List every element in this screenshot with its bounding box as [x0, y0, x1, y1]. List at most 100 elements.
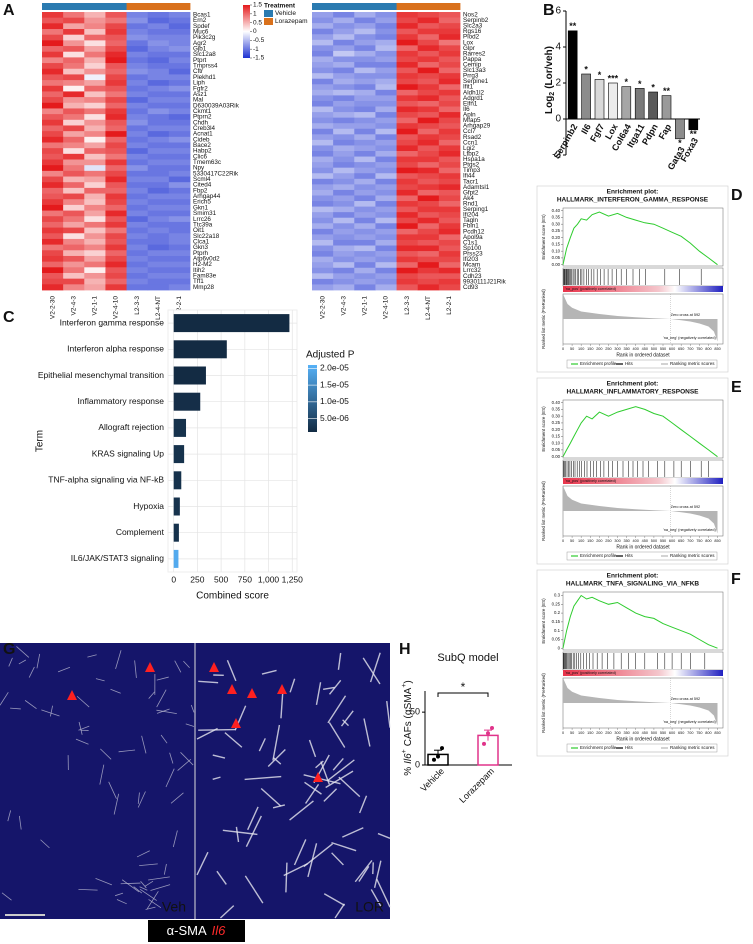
- heatmap-cell: [333, 139, 355, 146]
- heatmap-cell: [375, 251, 397, 258]
- heatmap-cell: [312, 134, 334, 141]
- heatmap-cell: [84, 238, 106, 246]
- heatmap-cell: [312, 178, 334, 185]
- gene-label: Ptprt: [193, 57, 207, 64]
- stain-streak: [8, 657, 13, 667]
- heatmap-cell: [63, 136, 85, 143]
- heatmap-cell: [42, 17, 64, 24]
- heatmap-cell: [417, 267, 440, 274]
- legend-label: Ranking metric scores: [670, 361, 715, 366]
- heatmap-cell: [105, 114, 127, 121]
- gene-label: Cd93: [463, 284, 479, 291]
- heatmap-cell: [417, 245, 440, 252]
- heatmap-cell: [333, 201, 355, 207]
- heatmap-cell: [333, 84, 355, 91]
- heatmap-cell: [375, 228, 397, 235]
- category-label: Epithelial mesenchymal transition: [38, 370, 164, 380]
- heatmap-cell: [168, 284, 191, 291]
- heatmap-cell: [417, 67, 440, 74]
- heatmap-cell: [84, 85, 106, 92]
- heatmap-cell: [42, 159, 64, 166]
- heatmap-cell: [168, 193, 191, 200]
- heatmap-cell: [147, 136, 170, 143]
- gene-label: Ptprh: [193, 250, 209, 257]
- heatmap-cell: [63, 284, 85, 291]
- heatmap-cell: [168, 244, 191, 251]
- colorbar-tick-label: 1: [253, 11, 257, 18]
- metric-area: [563, 486, 718, 534]
- heatmap-cell: [312, 223, 334, 230]
- bar: [608, 82, 618, 120]
- sample-label: L2-4-NT: [425, 296, 432, 320]
- heatmap-cell: [126, 57, 149, 64]
- title: Enrichment plot:: [607, 573, 659, 580]
- heatmap-cell: [126, 29, 149, 36]
- heatmap-cell: [105, 210, 127, 217]
- heatmap-cell: [168, 40, 191, 47]
- bar: [621, 86, 632, 120]
- heatmap-cell: [438, 34, 461, 41]
- y-tick-label: 0.25: [552, 228, 561, 233]
- heatmap-cell: [333, 228, 355, 235]
- es-axis-label: Enrichment score (ES): [541, 406, 546, 452]
- heatmap-cell: [63, 250, 85, 257]
- gene-label: Timp3: [463, 167, 481, 174]
- heatmap-cell: [147, 233, 170, 240]
- annotation: Zero cross at 592: [671, 313, 701, 317]
- heatmap-cell: [438, 206, 461, 213]
- annotation: 'na_pos' (positively correlated): [565, 671, 617, 675]
- heatmap-cell: [396, 234, 419, 241]
- title: Enrichment plot:: [607, 189, 659, 196]
- heatmap-cell: [312, 106, 334, 113]
- es-axis-label: Enrichment score (ES): [541, 598, 546, 644]
- heatmap-cell: [375, 273, 397, 280]
- gene-label: Gjb1: [193, 46, 207, 53]
- category-label: Hypoxia: [133, 501, 164, 511]
- heatmap-cell: [126, 267, 149, 274]
- heatmap-cell: [84, 165, 106, 172]
- rank-colorbar: [563, 286, 723, 292]
- heatmap-cell: [396, 178, 419, 185]
- y-tick-label: 0.40: [552, 400, 561, 405]
- heatmap-cell: [354, 67, 376, 74]
- gene-label: Ifi44: [463, 173, 475, 180]
- x-tick-label: 700: [687, 539, 693, 543]
- x-tick-label: 650: [678, 539, 684, 543]
- heatmap-cell: [312, 217, 334, 224]
- heatmap-cell: [333, 206, 355, 213]
- stain-streak: [325, 770, 354, 789]
- sample-label: L2-3-3: [404, 296, 411, 315]
- heatmap-cell: [84, 193, 106, 200]
- category-label: Lorazepam: [457, 766, 496, 805]
- y-tick-label: 0.40: [552, 208, 561, 213]
- stain-streak: [113, 793, 120, 815]
- heatmap-cell: [147, 199, 170, 206]
- heatmap-cell: [168, 221, 191, 228]
- heatmap-cell: [438, 228, 461, 235]
- heatmap-cell: [417, 45, 440, 52]
- heatmap-cell: [147, 267, 170, 274]
- heatmap-cell: [126, 74, 149, 81]
- heatmap-cell: [42, 193, 64, 200]
- heatmap-cell: [438, 62, 461, 68]
- heatmap-cell: [84, 199, 106, 206]
- x-tick-label: 50: [570, 731, 574, 735]
- gene-label: Serpine1: [463, 78, 489, 85]
- heatmap-cell: [438, 278, 461, 285]
- stain-streak: [148, 691, 155, 699]
- heatmap-cell: [84, 176, 106, 183]
- heatmap-cell: [333, 89, 355, 96]
- heatmap-cell: [126, 68, 149, 75]
- heatmap-cell: [42, 136, 64, 143]
- heatmap-cell: [396, 89, 419, 96]
- category-label: Vehicle: [418, 766, 446, 794]
- heatmap-cell: [375, 212, 397, 219]
- stain-streak: [303, 843, 334, 868]
- heatmap-cell: [126, 119, 149, 126]
- gene-label: Prss23: [463, 251, 483, 258]
- y-tick-label: 0.1: [554, 628, 561, 633]
- x-tick-label: 50: [570, 347, 574, 351]
- stain-streak: [0, 692, 9, 706]
- heatmap-cell: [42, 29, 64, 36]
- x-tick-label: 0: [562, 539, 564, 543]
